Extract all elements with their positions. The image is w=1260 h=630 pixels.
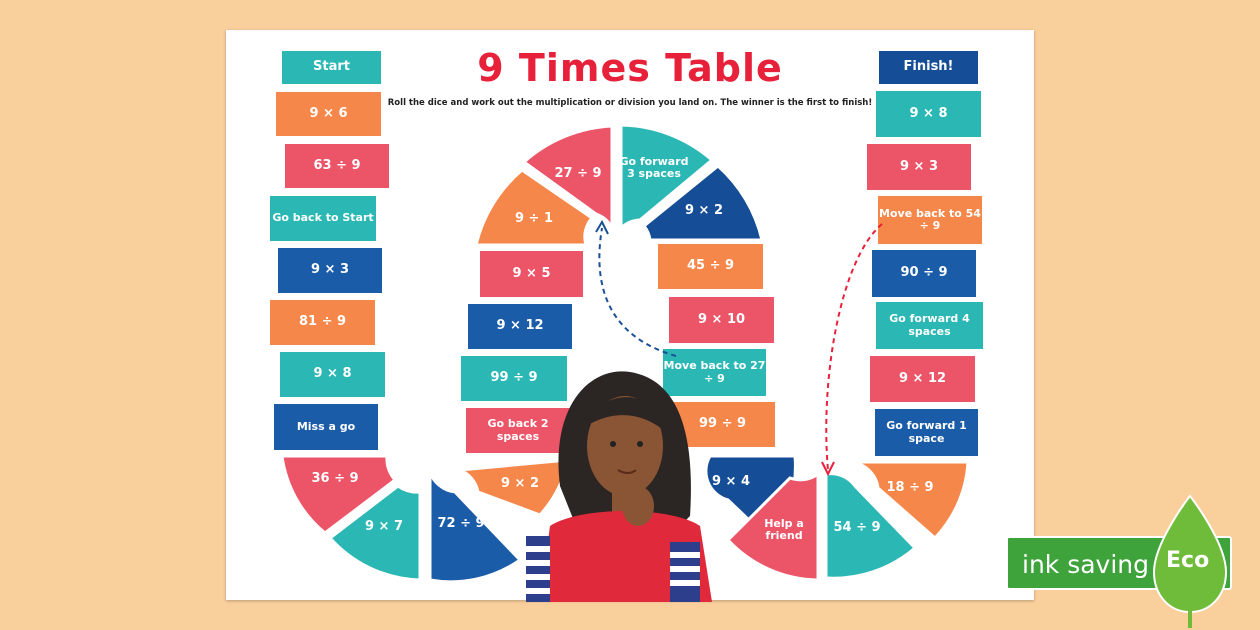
ink-saving-label: ink saving [1022,550,1150,579]
tile-far-2: 9 × 12 [870,356,975,402]
tile-left-3: Go back to Start [270,196,376,241]
wedge-right-4 [849,460,970,541]
wedge-left-1-label: 36 ÷ 9 [311,470,359,486]
wedge-top-4-label: 9 × 2 [684,202,724,218]
wedge-left-4-label: 9 × 2 [500,475,540,491]
wedge-right-2 [725,471,820,582]
tile-far-6: 9 × 3 [867,144,971,190]
wedge-right-3 [824,472,918,580]
instructions: Roll the dice and work out the multiplic… [387,98,873,108]
wedge-top-1 [474,168,595,247]
tile-right-2: 9 × 10 [669,297,774,343]
girl-illustration [526,371,712,602]
tile-far-4: 90 ÷ 9 [872,250,976,297]
wedge-left-3 [428,471,523,584]
page-title: 9 Times Table [477,46,783,90]
wedge-left-2-label: 9 × 7 [364,518,404,534]
tile-mid-2: 99 ÷ 9 [461,356,567,401]
tile-left-6: 9 × 8 [280,352,385,397]
wedge-left-1 [280,454,398,535]
wedge-top-1-label: 9 ÷ 1 [514,210,554,226]
wedge-left-2 [327,484,422,582]
wedge-left-3-label: 72 ÷ 9 [437,515,485,531]
wedge-top-2-label: 27 ÷ 9 [554,165,602,181]
tile-right-4: 99 ÷ 9 [670,402,775,447]
tile-far-1: Go forward 1 space [875,409,978,456]
wedge-right-3-label: 54 ÷ 9 [833,519,881,535]
tile-left-2: 63 ÷ 9 [285,144,389,188]
tile-right-1: 45 ÷ 9 [658,244,763,289]
arrow-head-27 [595,219,609,235]
wedge-top-4 [641,164,764,242]
tile-mid-4: 9 × 5 [480,251,583,297]
tile-mid-3: 9 × 12 [468,304,572,349]
wedge-top-3-label: Go forward 3 spaces [619,154,689,180]
tile-start: Start [282,51,381,84]
wedge-right-4-label: 18 ÷ 9 [886,479,934,495]
wedge-top-2 [521,124,614,229]
tile-mid-1: Go back 2 spaces [466,408,570,453]
leaf-icon [1152,494,1228,628]
arrow-head-54 [821,461,835,477]
arrow-move-back-54 [825,223,883,471]
wedge-right-1-label: 9 × 4 [711,473,751,489]
wedge-top-3 [619,123,715,232]
tile-far-3: Go forward 4 spaces [876,302,983,349]
wedge-right-2-label: Help a friend [764,516,804,542]
tile-left-4: 9 × 3 [278,248,382,293]
tile-left-1: 9 × 6 [276,92,381,136]
tile-left-7: Miss a go [274,404,378,450]
tile-left-5: 81 ÷ 9 [270,300,375,345]
tile-far-7: 9 × 8 [876,91,981,137]
tile-far-5: Move back to 54 ÷ 9 [878,196,982,244]
tile-finish: Finish! [879,51,978,84]
tile-right-3: Move back to 27 ÷ 9 [663,349,766,396]
arrow-move-back-27 [598,227,677,357]
eco-word: Eco [1166,548,1210,573]
